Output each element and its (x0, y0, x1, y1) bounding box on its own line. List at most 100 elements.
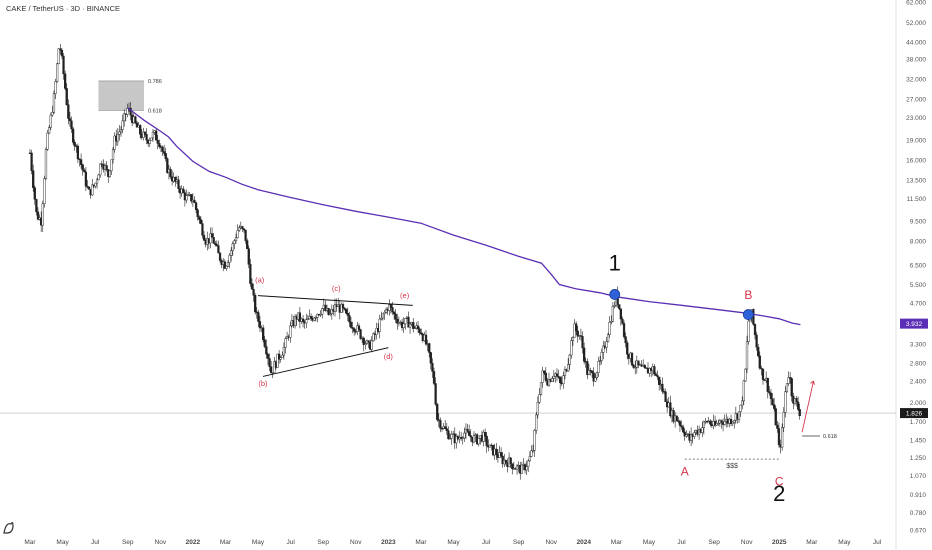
x-tick-label: Nov (350, 539, 362, 546)
candle-body (610, 321, 613, 323)
y-tick-label: 2.400 (910, 379, 927, 386)
candle-body (118, 131, 121, 135)
candle-body (552, 375, 555, 379)
candle-body (193, 199, 196, 203)
candle-body (504, 459, 508, 463)
fib-618-label: 0.618 (823, 434, 837, 440)
candle-body (59, 48, 62, 51)
candle-body (111, 149, 115, 161)
candle-body (384, 308, 388, 313)
candle-body (450, 434, 453, 439)
candle-body (67, 104, 70, 119)
candle-body (121, 120, 124, 130)
candle-body (562, 375, 565, 385)
y-axis[interactable]: 62.000 52.000 44.000 38.000 32.000 27.000 23.0… (895, 0, 928, 550)
candle-body (592, 372, 595, 382)
candle-body (600, 352, 603, 361)
candle-body (761, 368, 765, 380)
triangle-line (258, 295, 413, 306)
candle-body (527, 460, 530, 467)
candle-body (533, 429, 536, 451)
candle-body (378, 318, 381, 332)
candle-body (306, 318, 309, 320)
candle-body (333, 304, 337, 312)
candle-body (729, 418, 733, 424)
candle-body (723, 421, 726, 425)
tradingview-logo-icon[interactable] (3, 521, 14, 534)
candle-body (247, 248, 250, 265)
chart-title: CAKE / TetherUS · 3D · BINANCE (6, 4, 121, 13)
candle-body (586, 361, 589, 375)
candle-body (689, 434, 693, 441)
candle-body (602, 345, 605, 353)
candle-body (664, 391, 667, 402)
candle-body (678, 421, 682, 426)
candle-body (643, 365, 646, 368)
y-tick-label: 0.910 (910, 492, 927, 499)
y-tick-label: 2.800 (910, 361, 927, 368)
candle-body (95, 179, 99, 184)
candle-body (787, 377, 790, 384)
candle-body (685, 434, 688, 437)
candle-body (683, 431, 686, 437)
candle-body (370, 340, 373, 350)
candle-body (327, 308, 330, 316)
candle-body (570, 340, 573, 356)
x-tick-label: Sep (317, 539, 329, 546)
candle-body (661, 383, 664, 392)
x-tick-label: Sep (513, 539, 525, 546)
candle-body (226, 262, 230, 267)
candle-body (250, 283, 254, 290)
candle-body (538, 394, 541, 403)
x-tick-label: Mar (415, 539, 427, 546)
candle-body (391, 307, 394, 313)
candle-body (108, 170, 111, 177)
candle-body (383, 312, 386, 315)
candle-body (145, 134, 148, 141)
candle-body (238, 227, 241, 231)
candle-body (185, 195, 188, 201)
candle-body (495, 448, 498, 456)
candle-body (223, 261, 226, 269)
candle-body (349, 321, 353, 328)
x-tick-label: 2024 (577, 539, 592, 546)
candle-body (57, 48, 60, 65)
candle-body (658, 376, 661, 385)
candle-body (161, 146, 164, 152)
candle-body (201, 223, 204, 236)
candle-body (630, 352, 634, 366)
wave-label: B (744, 288, 752, 302)
candle-body (437, 419, 440, 421)
candle-body (228, 255, 231, 263)
candle-body (351, 327, 354, 329)
candle-body (87, 187, 91, 190)
candle-body (279, 357, 282, 360)
candle-body (766, 377, 769, 392)
candle-body (340, 304, 343, 313)
candle-body (795, 398, 798, 403)
candle-body (46, 132, 49, 150)
candle-body (624, 336, 627, 344)
candlesticks (28, 43, 801, 480)
candle-body (768, 391, 771, 394)
candle-body (742, 380, 745, 402)
up-arrow-icon (801, 381, 814, 433)
y-tick-label: 1.070 (910, 473, 927, 480)
candle-body (621, 318, 624, 324)
candle-body (281, 354, 284, 358)
candle-body (404, 318, 407, 325)
candle-body (653, 366, 656, 375)
candle-body (62, 55, 65, 75)
x-axis[interactable]: Mar May Jul Sep Nov 2022 Mar May Jul Sep Nov 2023 Ma… (24, 539, 881, 546)
candle-body (798, 409, 801, 417)
candle-body (634, 366, 637, 369)
x-tick-label: Nov (741, 539, 753, 546)
candle-body (249, 264, 252, 284)
ma-price-tag-bg (900, 318, 928, 329)
candle-body (702, 421, 706, 428)
candle-body (174, 177, 177, 182)
x-tick-label: Jul (677, 539, 686, 546)
candle-body (737, 411, 741, 420)
x-tick-label: Sep (122, 539, 134, 546)
